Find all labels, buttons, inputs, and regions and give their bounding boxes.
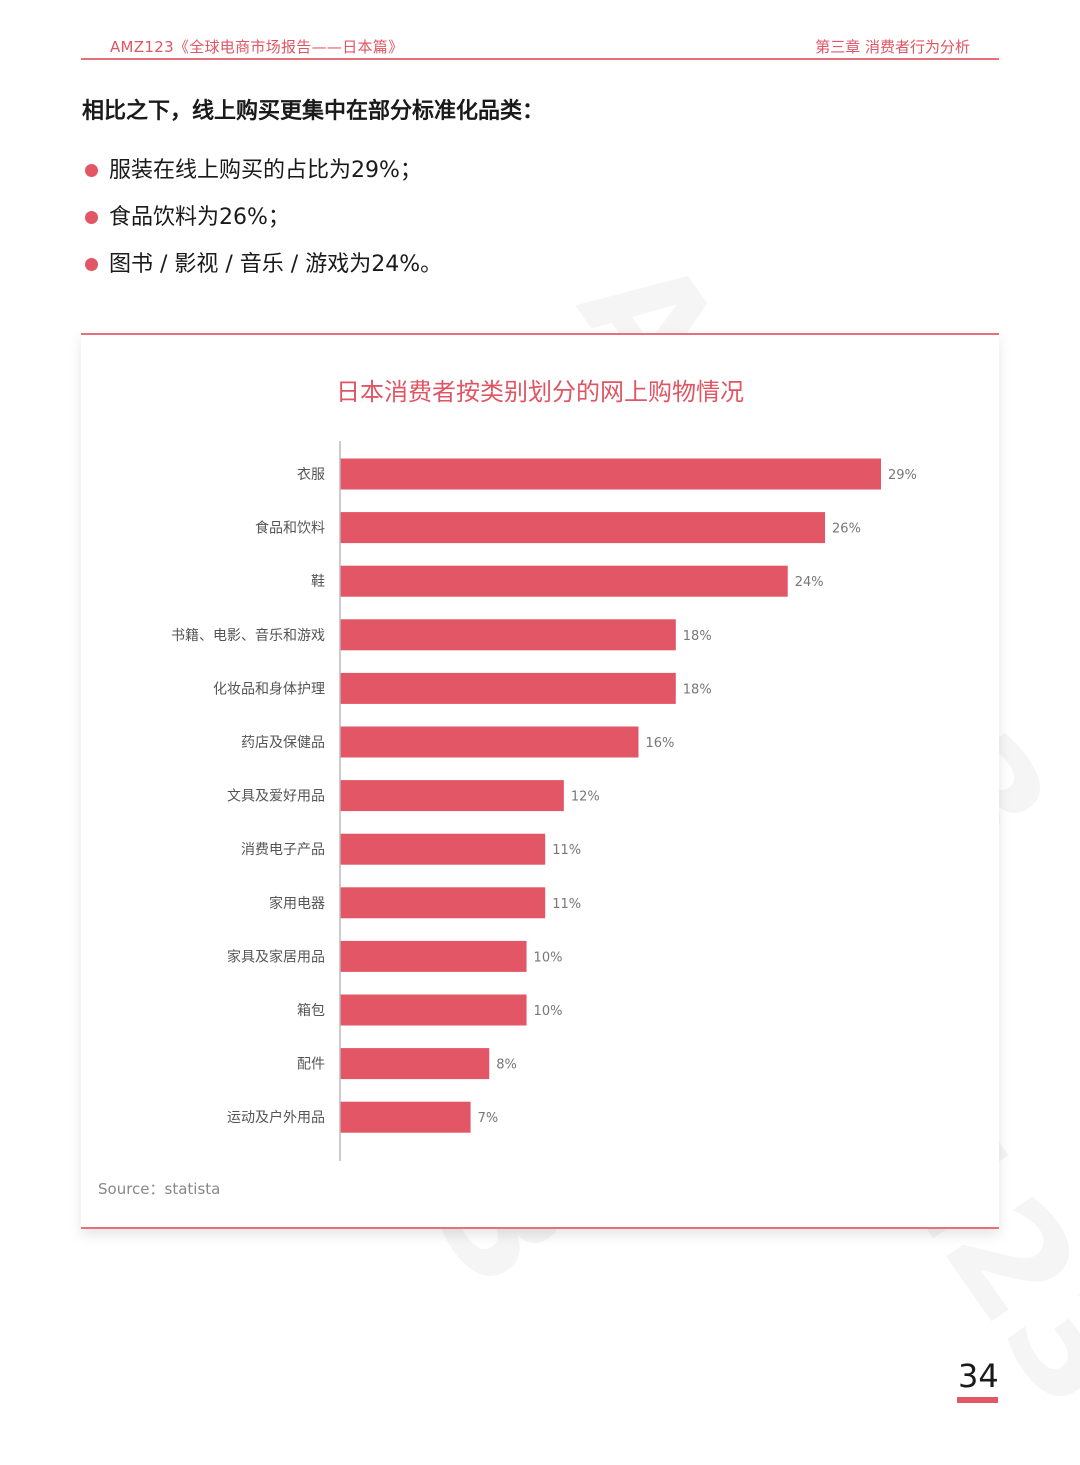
intro-heading: 相比之下，线上购买更集中在部分标准化品类：: [82, 99, 545, 124]
category-label: 家具及家居用品: [227, 948, 325, 965]
bar-chart: 衣服 29% 食品和饮料 26% 鞋 24% 书籍、电影、音乐和游戏 18% 化妆品和身体护理 1…: [171, 441, 917, 1161]
value-label: 24%: [795, 575, 824, 590]
bar: [340, 1101, 471, 1133]
bullet-text: 食品饮料为26%；: [109, 205, 290, 230]
value-label: 11%: [552, 897, 581, 912]
bullet-item: 服装在线上购买的占比为29%；: [82, 152, 442, 199]
bullet-dot-icon: [85, 258, 98, 271]
value-label: 16%: [645, 736, 674, 751]
value-label: 29%: [888, 468, 917, 483]
category-label: 配件: [297, 1057, 325, 1073]
chart-card: 日本消费者按类别划分的网上购物情况 衣服 29% 食品和饮料 26% 鞋 24% 书籍、电影…: [81, 333, 999, 1229]
bar: [340, 512, 826, 544]
header-divider: [81, 58, 999, 60]
category-label: 运动及户外用品: [227, 1109, 325, 1126]
category-label: 书籍、电影、音乐和游戏: [171, 627, 325, 644]
category-label: 家用电器: [269, 895, 325, 912]
page-number: 34: [958, 1357, 999, 1395]
bar: [340, 565, 788, 597]
value-label: 18%: [683, 682, 712, 697]
bullet-text: 图书 / 影视 / 音乐 / 游戏为24%。: [109, 252, 443, 277]
bar: [340, 994, 527, 1026]
bar: [340, 619, 676, 651]
value-label: 26%: [832, 522, 861, 537]
bar: [340, 780, 564, 812]
bar: [340, 726, 639, 758]
value-label: 10%: [534, 1004, 563, 1019]
header-chapter-title: 第三章 消费者行为分析: [815, 38, 970, 56]
value-label: 7%: [478, 1111, 499, 1126]
value-label: 10%: [534, 950, 563, 965]
category-label: 化妆品和身体护理: [213, 681, 325, 697]
bar: [340, 672, 676, 704]
bullet-dot-icon: [85, 211, 98, 224]
bullet-text: 服装在线上购买的占比为29%；: [109, 158, 422, 183]
category-label: 消费电子产品: [241, 842, 325, 858]
bar: [340, 833, 546, 865]
bullet-list: 服装在线上购买的占比为29%； 食品饮料为26%； 图书 / 影视 / 音乐 /…: [82, 152, 442, 293]
bar: [340, 887, 546, 919]
bar: [340, 458, 881, 490]
category-label: 箱包: [297, 1003, 325, 1019]
bullet-item: 食品饮料为26%；: [82, 199, 442, 246]
bullet-item: 图书 / 影视 / 音乐 / 游戏为24%。: [82, 246, 442, 293]
bar: [340, 940, 527, 972]
value-label: 11%: [552, 843, 581, 858]
chart-source: Source：statista: [98, 1180, 221, 1198]
category-label: 文具及爱好用品: [227, 789, 325, 805]
value-label: 8%: [496, 1058, 517, 1073]
category-label: 衣服: [297, 467, 325, 483]
category-label: 药店及保健品: [241, 735, 325, 751]
chart-title: 日本消费者按类别划分的网上购物情况: [336, 378, 744, 406]
bullet-dot-icon: [85, 164, 98, 177]
category-label: 食品和饮料: [255, 520, 325, 537]
bar: [340, 1048, 490, 1080]
value-label: 18%: [683, 629, 712, 644]
category-label: 鞋: [311, 574, 325, 590]
value-label: 12%: [571, 790, 600, 805]
page-number-underline: [957, 1397, 998, 1403]
header-report-title: AMZ123《全球电商市场报告——日本篇》: [110, 38, 404, 56]
